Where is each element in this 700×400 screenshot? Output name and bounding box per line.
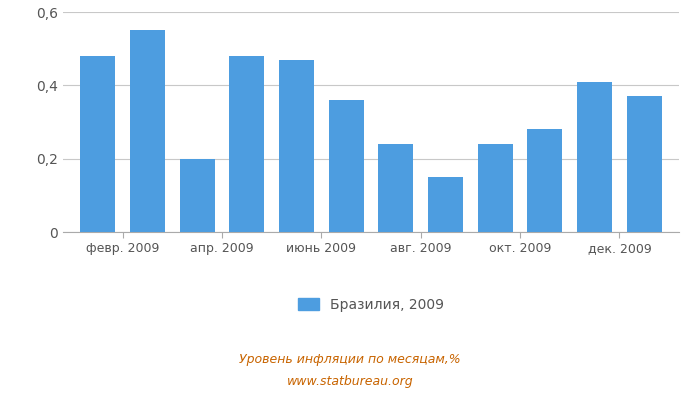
Bar bbox=[80, 56, 116, 232]
Text: Уровень инфляции по месяцам,%: Уровень инфляции по месяцам,% bbox=[239, 354, 461, 366]
Bar bbox=[130, 30, 164, 232]
Bar bbox=[230, 56, 264, 232]
Text: www.statbureau.org: www.statbureau.org bbox=[287, 376, 413, 388]
Bar bbox=[279, 60, 314, 232]
Bar bbox=[578, 82, 612, 232]
Legend: Бразилия, 2009: Бразилия, 2009 bbox=[293, 292, 449, 318]
Bar bbox=[428, 177, 463, 232]
Bar bbox=[180, 159, 214, 232]
Bar bbox=[528, 129, 562, 232]
Bar bbox=[478, 144, 512, 232]
Bar bbox=[379, 144, 413, 232]
Bar bbox=[626, 96, 662, 232]
Bar bbox=[329, 100, 363, 232]
